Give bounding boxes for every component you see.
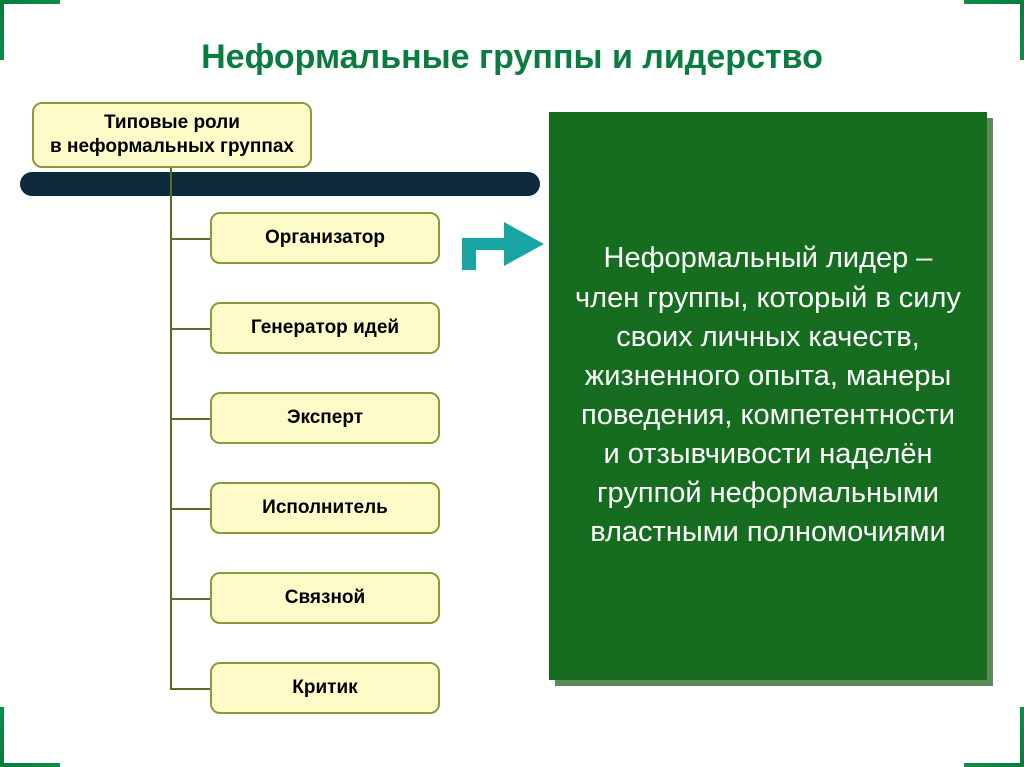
- decorative-bar: [20, 172, 540, 196]
- role-box: Критик: [210, 662, 440, 714]
- role-box: Генератор идей: [210, 302, 440, 354]
- role-box: Связной: [210, 572, 440, 624]
- role-box: Организатор: [210, 212, 440, 264]
- definition-text: Неформальный лидер – член группы, которы…: [571, 239, 965, 552]
- header-line1: Типовые роли: [50, 111, 294, 135]
- corner-decoration: [0, 707, 60, 767]
- corner-decoration: [964, 707, 1024, 767]
- hierarchy-root-box: Типовые роли в неформальных группах: [32, 102, 312, 168]
- role-box: Исполнитель: [210, 482, 440, 534]
- arrow-icon: [452, 212, 552, 276]
- role-box: Эксперт: [210, 392, 440, 444]
- definition-box: Неформальный лидер – член группы, которы…: [549, 112, 987, 680]
- header-line2: в неформальных группах: [50, 135, 294, 159]
- page-title: Неформальные группы и лидерство: [0, 38, 1024, 77]
